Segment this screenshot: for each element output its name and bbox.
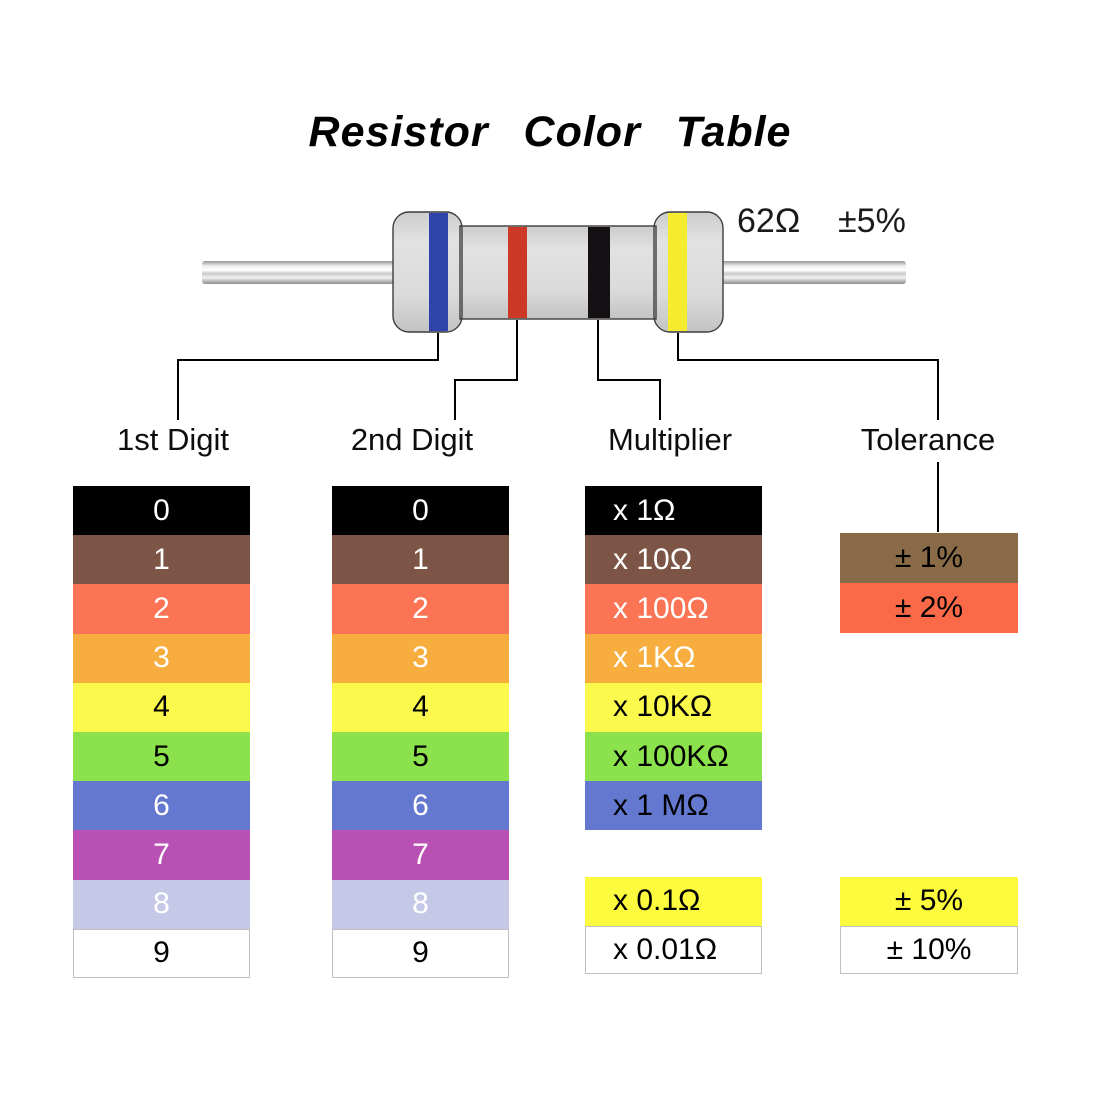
header-first-digit: 1st Digit bbox=[117, 422, 229, 457]
color-table-row: 4 bbox=[73, 682, 250, 732]
lead-wire-right bbox=[714, 261, 906, 284]
color-table-row: x 10Ω bbox=[585, 535, 762, 585]
page-title: Resistor Color Table bbox=[308, 108, 792, 156]
color-table-row: 4 bbox=[332, 682, 509, 732]
resistor-diagram bbox=[177, 211, 939, 532]
lead-wire-left bbox=[202, 261, 402, 284]
color-table-row: x 10KΩ bbox=[585, 682, 762, 732]
resistor-cap-left bbox=[393, 212, 462, 332]
color-table-row: 1 bbox=[332, 535, 509, 585]
color-table-row: x 0.1Ω bbox=[585, 877, 762, 926]
resistor-band-black-icon bbox=[588, 227, 610, 318]
header-tolerance: Tolerance bbox=[860, 422, 996, 457]
resistor-band-red-icon bbox=[508, 227, 527, 318]
resistor-cap-right bbox=[654, 212, 723, 332]
tolerance-extra-column: ± 5% ± 10% bbox=[840, 877, 1018, 974]
resistor-value-label: 62Ω bbox=[737, 202, 801, 240]
connector-second-digit bbox=[454, 320, 518, 420]
resistor-band-yellow-icon bbox=[668, 213, 687, 331]
color-table-row: x 1KΩ bbox=[585, 633, 762, 683]
multiplier-extra-column: x 0.1Ω x 0.01Ω bbox=[585, 877, 762, 974]
connector-tolerance bbox=[677, 333, 939, 420]
color-table-row: 6 bbox=[73, 781, 250, 831]
color-table-row: x 0.01Ω bbox=[585, 925, 762, 974]
color-table-row: 8 bbox=[332, 879, 509, 929]
color-table-row: ± 1% bbox=[840, 533, 1018, 583]
color-table-row: 7 bbox=[73, 830, 250, 880]
multiplier-column: x 1Ω x 10Ω x 100Ω x 1KΩ x 10KΩ x 100KΩ x 1 MΩ bbox=[585, 486, 762, 831]
color-table-row: ± 10% bbox=[840, 925, 1018, 974]
color-table-row: 2 bbox=[332, 584, 509, 634]
color-table-row: x 100KΩ bbox=[585, 731, 762, 782]
resistor-cap-right-outline bbox=[653, 211, 724, 333]
color-table-row: 7 bbox=[332, 830, 509, 880]
color-table-row: 5 bbox=[332, 731, 509, 782]
color-table-row: 3 bbox=[73, 633, 250, 683]
color-table-row: 5 bbox=[73, 731, 250, 782]
color-table-row: x 1 MΩ bbox=[585, 781, 762, 831]
resistor-body-outline bbox=[459, 225, 657, 320]
color-table-row: x 100Ω bbox=[585, 584, 762, 634]
resistor-band-blue-icon bbox=[429, 213, 448, 331]
color-table-row: 2 bbox=[73, 584, 250, 634]
color-table-row: 9 bbox=[332, 928, 509, 978]
resistor-body-middle bbox=[460, 226, 656, 319]
color-table-row: 1 bbox=[73, 535, 250, 585]
color-table-row: 9 bbox=[73, 928, 250, 978]
color-table-row: x 1Ω bbox=[585, 486, 762, 536]
resistor-cap-left-outline bbox=[392, 211, 463, 333]
color-table-row: 3 bbox=[332, 633, 509, 683]
header-second-digit: 2nd Digit bbox=[350, 422, 474, 457]
connector-multiplier bbox=[597, 320, 661, 420]
color-table-row: 0 bbox=[332, 486, 509, 536]
color-table-row: ± 5% bbox=[840, 877, 1018, 926]
connector-first-digit bbox=[177, 333, 439, 420]
resistor-tolerance-value-label: ±5% bbox=[838, 202, 906, 240]
tolerance-column: ± 1% ± 2% bbox=[840, 533, 1018, 633]
color-table-row: ± 2% bbox=[840, 583, 1018, 633]
color-table-row: 8 bbox=[73, 879, 250, 929]
header-multiplier: Multiplier bbox=[607, 422, 733, 457]
color-table-row: 0 bbox=[73, 486, 250, 536]
color-table-row: 6 bbox=[332, 781, 509, 831]
